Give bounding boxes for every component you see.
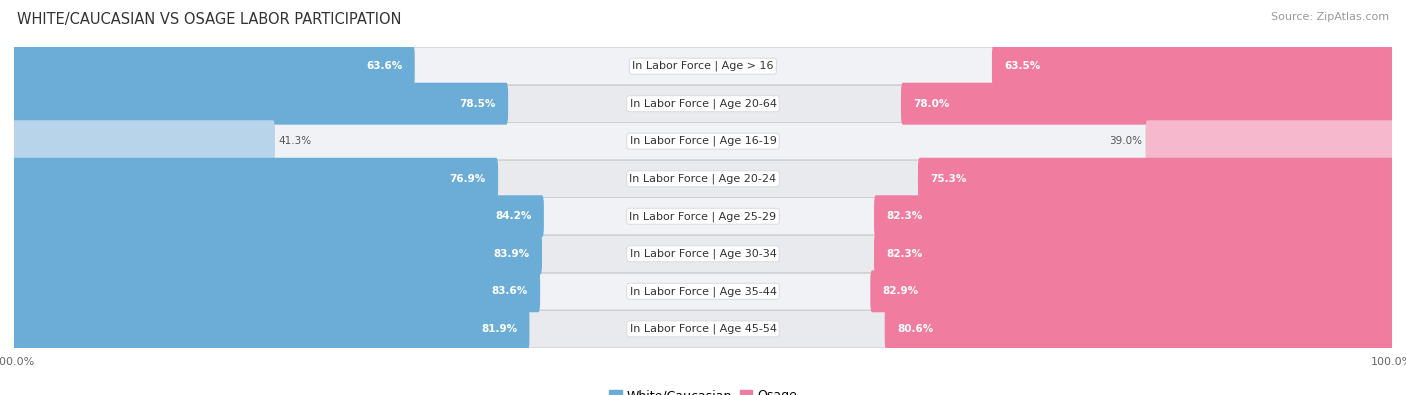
FancyBboxPatch shape [13,158,498,200]
FancyBboxPatch shape [14,198,1392,235]
Legend: White/Caucasian, Osage: White/Caucasian, Osage [605,384,801,395]
Text: 82.9%: 82.9% [883,286,918,296]
Text: 39.0%: 39.0% [1109,136,1142,146]
FancyBboxPatch shape [13,83,508,125]
Text: 76.9%: 76.9% [450,174,486,184]
FancyBboxPatch shape [1146,120,1393,162]
FancyBboxPatch shape [901,83,1393,125]
Text: 78.5%: 78.5% [460,99,496,109]
Text: 83.9%: 83.9% [494,249,530,259]
FancyBboxPatch shape [13,308,530,350]
FancyBboxPatch shape [13,270,540,312]
Text: 41.3%: 41.3% [278,136,312,146]
FancyBboxPatch shape [14,273,1392,310]
Text: 63.5%: 63.5% [1004,61,1040,71]
Text: In Labor Force | Age 25-29: In Labor Force | Age 25-29 [630,211,776,222]
FancyBboxPatch shape [14,85,1392,122]
FancyBboxPatch shape [14,122,1392,160]
Text: 63.6%: 63.6% [366,61,402,71]
Text: In Labor Force | Age 35-44: In Labor Force | Age 35-44 [630,286,776,297]
FancyBboxPatch shape [14,47,1392,85]
Text: In Labor Force | Age 16-19: In Labor Force | Age 16-19 [630,136,776,147]
FancyBboxPatch shape [991,45,1393,87]
FancyBboxPatch shape [13,195,544,237]
Text: In Labor Force | Age 30-34: In Labor Force | Age 30-34 [630,248,776,259]
Text: In Labor Force | Age 45-54: In Labor Force | Age 45-54 [630,324,776,334]
Text: 80.6%: 80.6% [897,324,934,334]
Text: In Labor Force | Age 20-24: In Labor Force | Age 20-24 [630,173,776,184]
Text: In Labor Force | Age > 16: In Labor Force | Age > 16 [633,61,773,71]
Text: 82.3%: 82.3% [886,211,922,221]
Text: 78.0%: 78.0% [914,99,949,109]
FancyBboxPatch shape [14,160,1392,198]
Text: 84.2%: 84.2% [495,211,531,221]
Text: Source: ZipAtlas.com: Source: ZipAtlas.com [1271,12,1389,22]
Text: In Labor Force | Age 20-64: In Labor Force | Age 20-64 [630,98,776,109]
FancyBboxPatch shape [14,310,1392,348]
Text: WHITE/CAUCASIAN VS OSAGE LABOR PARTICIPATION: WHITE/CAUCASIAN VS OSAGE LABOR PARTICIPA… [17,12,401,27]
FancyBboxPatch shape [884,308,1393,350]
Text: 81.9%: 81.9% [481,324,517,334]
FancyBboxPatch shape [870,270,1393,312]
Text: 83.6%: 83.6% [492,286,527,296]
FancyBboxPatch shape [918,158,1393,200]
FancyBboxPatch shape [875,233,1393,275]
Text: 75.3%: 75.3% [931,174,966,184]
FancyBboxPatch shape [875,195,1393,237]
FancyBboxPatch shape [13,120,276,162]
FancyBboxPatch shape [13,233,541,275]
FancyBboxPatch shape [13,45,415,87]
Text: 82.3%: 82.3% [886,249,922,259]
FancyBboxPatch shape [14,235,1392,273]
